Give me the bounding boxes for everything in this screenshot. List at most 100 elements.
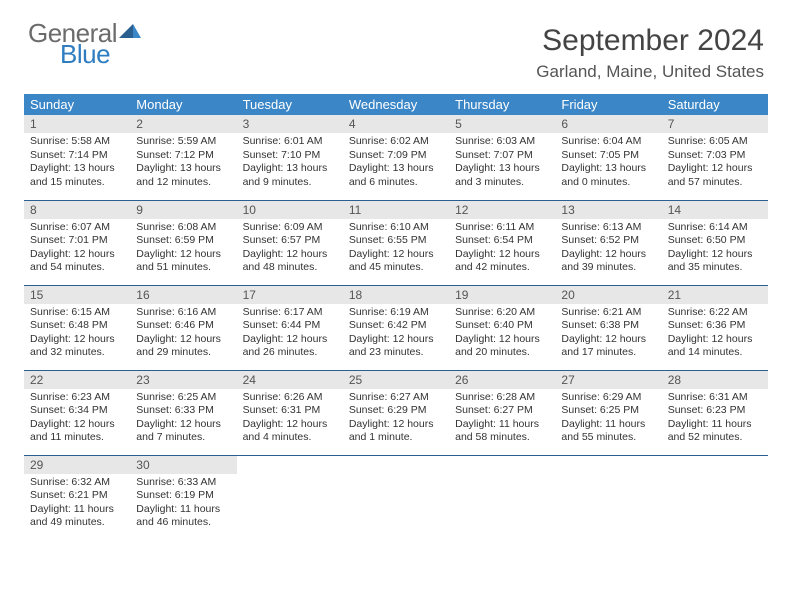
daylight2-text: and 3 minutes. xyxy=(455,176,549,190)
daylight2-text: and 54 minutes. xyxy=(30,261,124,275)
daylight1-text: Daylight: 12 hours xyxy=(136,248,230,262)
daylight2-text: and 58 minutes. xyxy=(455,431,549,445)
day-number: 1 xyxy=(24,115,130,133)
sunset-text: Sunset: 6:21 PM xyxy=(30,489,124,503)
calendar-day-cell: 7Sunrise: 6:05 AMSunset: 7:03 PMDaylight… xyxy=(662,115,768,200)
daylight2-text: and 49 minutes. xyxy=(30,516,124,530)
calendar-day-cell: 3Sunrise: 6:01 AMSunset: 7:10 PMDaylight… xyxy=(237,115,343,200)
sunset-text: Sunset: 6:25 PM xyxy=(561,404,655,418)
daylight1-text: Daylight: 13 hours xyxy=(455,162,549,176)
daylight1-text: Daylight: 12 hours xyxy=(243,333,337,347)
calendar-day-cell: 22Sunrise: 6:23 AMSunset: 6:34 PMDayligh… xyxy=(24,370,130,455)
day-number: 12 xyxy=(449,201,555,219)
sunset-text: Sunset: 6:23 PM xyxy=(668,404,762,418)
daylight2-text: and 32 minutes. xyxy=(30,346,124,360)
daylight1-text: Daylight: 12 hours xyxy=(668,333,762,347)
sunrise-text: Sunrise: 6:16 AM xyxy=(136,306,230,320)
weekday-header-row: Sunday Monday Tuesday Wednesday Thursday… xyxy=(24,94,768,115)
sunset-text: Sunset: 6:36 PM xyxy=(668,319,762,333)
logo-triangle-icon xyxy=(119,22,141,44)
sunrise-text: Sunrise: 6:13 AM xyxy=(561,221,655,235)
calendar-table: Sunday Monday Tuesday Wednesday Thursday… xyxy=(24,94,768,540)
day-number: 6 xyxy=(555,115,661,133)
calendar-day-cell: 1Sunrise: 5:58 AMSunset: 7:14 PMDaylight… xyxy=(24,115,130,200)
sunset-text: Sunset: 6:27 PM xyxy=(455,404,549,418)
daylight1-text: Daylight: 12 hours xyxy=(455,248,549,262)
sunrise-text: Sunrise: 6:22 AM xyxy=(668,306,762,320)
calendar-day-cell: 30Sunrise: 6:33 AMSunset: 6:19 PMDayligh… xyxy=(130,455,236,540)
calendar-day-cell: 23Sunrise: 6:25 AMSunset: 6:33 PMDayligh… xyxy=(130,370,236,455)
sunrise-text: Sunrise: 6:33 AM xyxy=(136,476,230,490)
sunset-text: Sunset: 7:14 PM xyxy=(30,149,124,163)
daylight1-text: Daylight: 13 hours xyxy=(30,162,124,176)
calendar-day-cell: 24Sunrise: 6:26 AMSunset: 6:31 PMDayligh… xyxy=(237,370,343,455)
daylight1-text: Daylight: 12 hours xyxy=(561,248,655,262)
sunset-text: Sunset: 6:29 PM xyxy=(349,404,443,418)
daylight1-text: Daylight: 13 hours xyxy=(136,162,230,176)
day-number: 27 xyxy=(555,371,661,389)
sunset-text: Sunset: 6:48 PM xyxy=(30,319,124,333)
day-number: 15 xyxy=(24,286,130,304)
sunset-text: Sunset: 6:31 PM xyxy=(243,404,337,418)
sunrise-text: Sunrise: 6:08 AM xyxy=(136,221,230,235)
sunset-text: Sunset: 6:42 PM xyxy=(349,319,443,333)
weekday-saturday: Saturday xyxy=(662,94,768,115)
sunset-text: Sunset: 6:55 PM xyxy=(349,234,443,248)
day-number: 28 xyxy=(662,371,768,389)
day-number: 20 xyxy=(555,286,661,304)
day-number: 10 xyxy=(237,201,343,219)
calendar-day-cell: 9Sunrise: 6:08 AMSunset: 6:59 PMDaylight… xyxy=(130,200,236,285)
sunrise-text: Sunrise: 6:17 AM xyxy=(243,306,337,320)
daylight2-text: and 7 minutes. xyxy=(136,431,230,445)
daylight1-text: Daylight: 11 hours xyxy=(455,418,549,432)
title-block: September 2024 Garland, Maine, United St… xyxy=(536,24,764,82)
calendar-day-cell xyxy=(662,455,768,540)
daylight1-text: Daylight: 13 hours xyxy=(561,162,655,176)
daylight2-text: and 14 minutes. xyxy=(668,346,762,360)
daylight2-text: and 45 minutes. xyxy=(349,261,443,275)
sunrise-text: Sunrise: 6:29 AM xyxy=(561,391,655,405)
calendar-day-cell: 4Sunrise: 6:02 AMSunset: 7:09 PMDaylight… xyxy=(343,115,449,200)
calendar-day-cell: 16Sunrise: 6:16 AMSunset: 6:46 PMDayligh… xyxy=(130,285,236,370)
sunset-text: Sunset: 6:52 PM xyxy=(561,234,655,248)
daylight2-text: and 17 minutes. xyxy=(561,346,655,360)
day-number: 14 xyxy=(662,201,768,219)
calendar-day-cell: 10Sunrise: 6:09 AMSunset: 6:57 PMDayligh… xyxy=(237,200,343,285)
day-number: 25 xyxy=(343,371,449,389)
sunrise-text: Sunrise: 6:14 AM xyxy=(668,221,762,235)
calendar-day-cell: 26Sunrise: 6:28 AMSunset: 6:27 PMDayligh… xyxy=(449,370,555,455)
daylight1-text: Daylight: 12 hours xyxy=(30,333,124,347)
day-number: 29 xyxy=(24,456,130,474)
sunset-text: Sunset: 6:44 PM xyxy=(243,319,337,333)
page-header: General Blue September 2024 Garland, Mai… xyxy=(24,18,768,88)
weekday-wednesday: Wednesday xyxy=(343,94,449,115)
daylight2-text: and 57 minutes. xyxy=(668,176,762,190)
daylight1-text: Daylight: 12 hours xyxy=(668,162,762,176)
weekday-friday: Friday xyxy=(555,94,661,115)
daylight2-text: and 39 minutes. xyxy=(561,261,655,275)
sunset-text: Sunset: 6:40 PM xyxy=(455,319,549,333)
daylight2-text: and 46 minutes. xyxy=(136,516,230,530)
sunrise-text: Sunrise: 6:27 AM xyxy=(349,391,443,405)
calendar-day-cell: 12Sunrise: 6:11 AMSunset: 6:54 PMDayligh… xyxy=(449,200,555,285)
daylight2-text: and 9 minutes. xyxy=(243,176,337,190)
month-title: September 2024 xyxy=(536,24,764,58)
daylight2-text: and 12 minutes. xyxy=(136,176,230,190)
daylight1-text: Daylight: 11 hours xyxy=(561,418,655,432)
sunset-text: Sunset: 7:10 PM xyxy=(243,149,337,163)
sunrise-text: Sunrise: 6:31 AM xyxy=(668,391,762,405)
sunrise-text: Sunrise: 6:02 AM xyxy=(349,135,443,149)
logo-text: General Blue xyxy=(28,22,141,65)
calendar-day-cell xyxy=(237,455,343,540)
daylight2-text: and 29 minutes. xyxy=(136,346,230,360)
sunset-text: Sunset: 6:54 PM xyxy=(455,234,549,248)
day-number: 22 xyxy=(24,371,130,389)
sunset-text: Sunset: 7:03 PM xyxy=(668,149,762,163)
day-number: 5 xyxy=(449,115,555,133)
daylight2-text: and 23 minutes. xyxy=(349,346,443,360)
calendar-day-cell: 2Sunrise: 5:59 AMSunset: 7:12 PMDaylight… xyxy=(130,115,236,200)
sunset-text: Sunset: 6:34 PM xyxy=(30,404,124,418)
sunset-text: Sunset: 6:50 PM xyxy=(668,234,762,248)
brand-logo: General Blue xyxy=(28,22,141,65)
sunrise-text: Sunrise: 6:09 AM xyxy=(243,221,337,235)
